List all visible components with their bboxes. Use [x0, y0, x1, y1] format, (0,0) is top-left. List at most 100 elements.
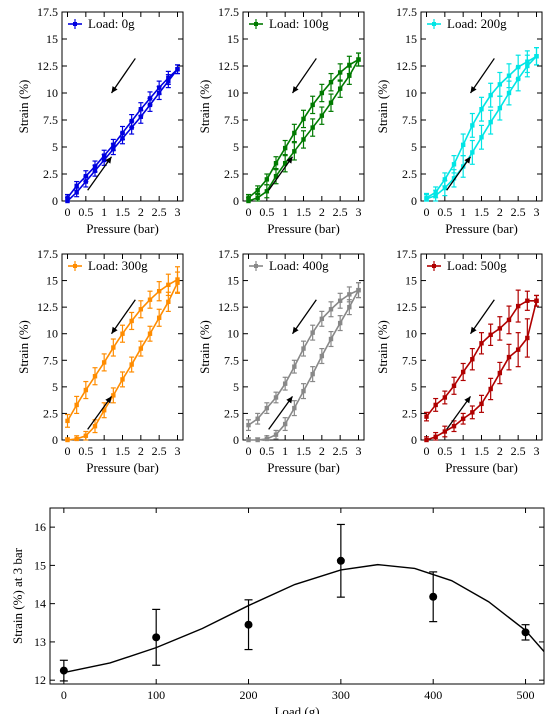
data-point — [337, 86, 343, 91]
data-point — [460, 416, 466, 421]
y-tick-label: 7.5 — [224, 353, 239, 367]
unloading-arrow — [291, 299, 317, 335]
x-axis-title: Pressure (bar) — [86, 460, 159, 475]
data-point — [319, 316, 325, 322]
x-tick-label: 1.5 — [474, 205, 489, 219]
y-tick-label: 7.5 — [402, 353, 417, 367]
loading-arrow — [446, 156, 472, 191]
x-axis-title: Pressure (bar) — [445, 221, 518, 236]
data-point — [525, 335, 530, 341]
x-tick-label: 1 — [101, 444, 107, 458]
y-tick-label: 5 — [411, 380, 417, 394]
y-tick-label: 2.5 — [224, 406, 239, 420]
fit-curve — [63, 563, 545, 674]
x-tick-label: 2 — [497, 444, 503, 458]
data-point — [156, 289, 162, 294]
legend-label: Load: 400g — [269, 258, 329, 273]
y-tick-label: 12.5 — [218, 59, 239, 73]
data-point — [442, 395, 448, 400]
y-tick-label: 10 — [46, 327, 58, 341]
data-point — [451, 383, 457, 388]
y-tick-label: 15 — [227, 32, 239, 46]
x-tick-label: 3 — [534, 205, 540, 219]
data-point — [65, 418, 70, 424]
data-point — [65, 437, 70, 443]
y-axis-title: Strain (%) — [16, 320, 31, 374]
data-point — [255, 195, 260, 200]
x-tick-label: 0.5 — [259, 444, 274, 458]
x-tick-label: 400 — [424, 688, 442, 702]
x-tick-label: 1.5 — [115, 444, 130, 458]
data-point — [255, 416, 260, 421]
data-point — [506, 73, 512, 78]
arrow-head — [464, 396, 471, 404]
y-axis-title: Strain (%) — [375, 320, 390, 374]
y-tick-label: 10 — [227, 327, 239, 341]
data-point — [347, 292, 352, 297]
data-point — [129, 318, 134, 324]
arrow-head — [105, 156, 112, 164]
y-tick-label: 17.5 — [218, 5, 239, 19]
data-point — [442, 177, 448, 182]
data-point — [319, 113, 325, 118]
data-point — [470, 150, 475, 155]
y-tick-label: 17.5 — [37, 247, 58, 261]
data-point — [92, 374, 98, 379]
loading-arrow — [446, 396, 472, 430]
data-point — [433, 190, 438, 195]
x-tick-label: 2.5 — [152, 205, 167, 219]
loading-arrow — [268, 156, 294, 191]
arrow-head — [292, 326, 299, 334]
data-point — [244, 620, 253, 629]
x-tick-label: 0 — [61, 688, 67, 702]
data-point — [101, 153, 107, 158]
plot-frame — [242, 11, 365, 202]
data-point — [442, 185, 448, 191]
data-point — [282, 381, 288, 386]
x-tick-label: 0 — [246, 205, 252, 219]
data-point — [264, 405, 270, 411]
data-point — [282, 421, 288, 427]
loading-arrow — [87, 396, 113, 430]
x-tick-label: 0.5 — [78, 205, 93, 219]
data-point — [424, 195, 429, 200]
data-point — [497, 105, 503, 111]
data-point — [59, 666, 68, 675]
data-point — [175, 67, 180, 72]
y-tick-label: 10 — [405, 327, 417, 341]
data-point — [310, 125, 315, 130]
data-point — [264, 189, 270, 194]
x-tick-label: 1 — [460, 205, 466, 219]
data-point — [282, 161, 288, 166]
data-point — [101, 408, 107, 413]
data-point — [506, 90, 512, 96]
loading-arrow — [268, 396, 294, 430]
y-tick-label: 17.5 — [37, 5, 58, 19]
data-point — [273, 432, 279, 437]
y-tick-label: 5 — [52, 140, 58, 154]
y-tick-label: 10 — [405, 86, 417, 100]
x-tick-label: 2.5 — [333, 205, 348, 219]
y-tick-label: 7.5 — [402, 113, 417, 127]
arrow-head — [470, 326, 477, 334]
y-tick-label: 5 — [52, 380, 58, 394]
data-point — [92, 164, 98, 169]
data-point — [129, 118, 134, 124]
data-point — [310, 102, 315, 108]
data-point — [255, 437, 260, 443]
chart-panel-3: 0 0.5 1 1.5 2 2.5 3 0 2.5 5 7.5 10 12.5 15 17.5 Pressur… — [375, 5, 543, 236]
data-point — [356, 287, 361, 293]
x-tick-label: 0.5 — [259, 205, 274, 219]
unloading-arrow — [469, 58, 495, 94]
data-point — [92, 423, 98, 429]
data-point — [470, 357, 475, 362]
plot-frame — [61, 11, 184, 202]
unloading-arrow — [110, 299, 136, 335]
data-point — [301, 137, 306, 142]
legend-swatch-marker — [73, 264, 77, 268]
y-tick-label: 12.5 — [37, 59, 58, 73]
y-tick-label: 15 — [227, 274, 239, 288]
y-tick-label: 0 — [52, 194, 58, 208]
y-tick-label: 15 — [405, 274, 417, 288]
